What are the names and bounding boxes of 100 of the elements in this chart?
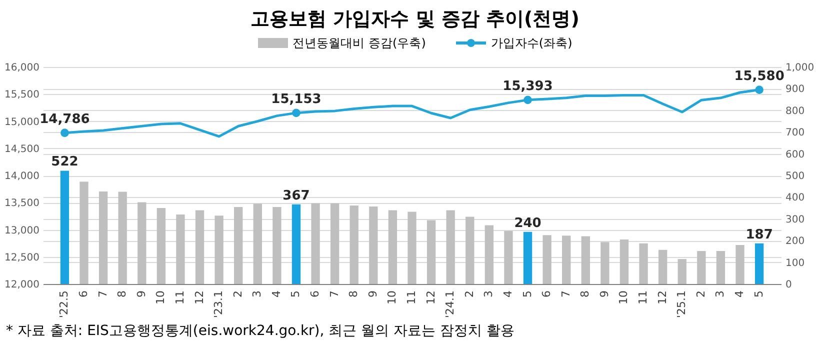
x-tick-label: 3	[714, 290, 727, 298]
data-label: 15,393	[502, 78, 553, 94]
x-tick-label: 4	[270, 290, 283, 298]
y2-tick-label: 400	[786, 192, 805, 204]
x-tick-label: 6	[77, 290, 90, 298]
bar	[195, 210, 204, 284]
bar	[388, 210, 398, 284]
bar	[369, 206, 378, 284]
bar	[523, 232, 532, 284]
text: * 자료 출처: EIS고용행정통계(eis.work24.go.kr), 최근 월의 자료는 잠정치 활용	[5, 322, 516, 340]
x-tick-label: 8	[578, 290, 592, 298]
x-tick-label: 2	[694, 290, 708, 298]
point	[524, 96, 532, 104]
y-tick-label: 13,500	[4, 198, 40, 210]
x-tick-label: 12	[192, 290, 206, 304]
bar	[350, 205, 358, 284]
x-tick-label: 8	[116, 290, 129, 298]
x-tick-label: 10	[154, 290, 168, 304]
x-tick-label: 12	[424, 290, 438, 304]
bar	[466, 216, 474, 284]
data-label: 522	[51, 154, 78, 170]
y-tick-label: 16,000	[4, 62, 40, 74]
bar	[138, 202, 146, 284]
bar	[408, 212, 416, 284]
bar	[697, 251, 706, 284]
x-tick-label: 5	[520, 290, 534, 298]
x-tick-label: 11	[636, 290, 650, 304]
point	[755, 86, 764, 94]
bar	[446, 210, 455, 284]
y-tick-label: 14,000	[4, 171, 40, 182]
x-tick-label: 2	[462, 290, 476, 298]
y2-tick-label: 0	[786, 280, 792, 290]
bar	[639, 243, 648, 284]
x-tick-label: 4	[733, 290, 746, 298]
bar	[214, 216, 224, 284]
x-tick-label: 5	[289, 290, 302, 298]
x-tick-label: 3	[250, 290, 264, 298]
y2-tick-label: 500	[786, 171, 805, 182]
x-tick-label: 3	[482, 290, 496, 298]
bar	[562, 236, 571, 284]
bar	[118, 192, 127, 284]
x-tick-label: 7	[559, 290, 572, 298]
y-tick-label: 14,500	[4, 144, 40, 155]
x-tick-label: 9	[134, 290, 148, 298]
y2-tick-label: 1,000	[786, 62, 814, 74]
bar	[234, 206, 243, 284]
x-tick-label: '25.1	[675, 290, 688, 318]
data-label: 367	[282, 188, 310, 204]
x-tick-label: '24.1	[444, 290, 457, 318]
y-tick-label: 15,000	[4, 116, 40, 128]
x-tick-label: 11	[405, 290, 418, 304]
y2-tick-label: 800	[786, 106, 805, 117]
y2-tick-label: 100	[786, 258, 805, 269]
x-tick-label: 5	[752, 290, 766, 298]
y2-tick-label: 200	[786, 236, 805, 248]
y2-tick-label: 900	[786, 84, 805, 96]
legend-label: 가입자수(좌축)	[490, 34, 572, 52]
bar	[330, 203, 340, 284]
bar	[80, 182, 88, 284]
x-tick-label: 6	[540, 290, 554, 298]
y2-tick-label: 700	[786, 128, 805, 139]
bar	[484, 225, 494, 284]
data-label: 187	[746, 227, 773, 242]
x-tick-label: 10	[617, 290, 630, 304]
bar	[678, 259, 686, 284]
x-tick-label: 9	[598, 290, 611, 298]
x-tick-label: 6	[308, 290, 322, 298]
y-tick-label: 12,000	[4, 280, 40, 290]
bar	[253, 204, 262, 284]
bar	[658, 250, 668, 284]
x-tick-label: 11	[173, 290, 186, 304]
point	[292, 108, 300, 118]
bar	[542, 235, 552, 284]
bar	[272, 206, 282, 284]
y-tick-label: 12,500	[4, 252, 40, 264]
data-label: 15,153	[271, 92, 322, 107]
bar	[600, 242, 610, 284]
bar	[60, 170, 70, 284]
x-tick-label: 4	[501, 290, 514, 298]
x-tick-label: 8	[347, 290, 360, 298]
x-tick-label: 7	[96, 290, 110, 298]
y-tick-label: 13,000	[4, 225, 40, 236]
data-label: 15,580	[734, 68, 784, 84]
data-label: 14,786	[40, 112, 90, 127]
legend-label: 전년동월대비 증감(우축)	[292, 34, 426, 52]
x-tick-label: 7	[328, 290, 341, 298]
bar	[716, 251, 726, 284]
bar	[98, 192, 108, 284]
bar	[754, 243, 764, 284]
bar	[156, 208, 166, 284]
y-tick-label: 15,500	[4, 90, 40, 101]
point	[60, 128, 69, 138]
bar	[292, 204, 301, 284]
y2-tick-label: 600	[786, 149, 805, 160]
x-tick-label: '22.5	[58, 290, 71, 318]
x-tick-label: 10	[386, 290, 399, 304]
x-tick-label: '23.1	[212, 290, 226, 318]
chart-title: 고용보험 가입자수 및 증감 추이(천명)	[250, 7, 580, 32]
x-tick-label: 2	[231, 290, 244, 298]
bar	[426, 220, 436, 284]
